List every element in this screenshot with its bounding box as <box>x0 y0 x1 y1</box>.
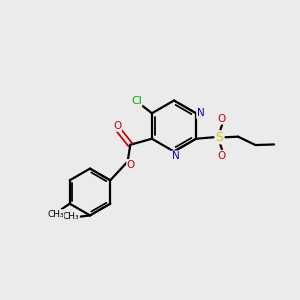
Text: O: O <box>218 151 226 160</box>
Text: N: N <box>172 151 179 161</box>
Text: O: O <box>218 114 226 124</box>
Text: O: O <box>127 160 135 170</box>
Text: CH₃: CH₃ <box>63 212 80 221</box>
Text: N: N <box>197 108 205 118</box>
Text: CH₃: CH₃ <box>47 210 64 219</box>
Text: Cl: Cl <box>131 96 142 106</box>
Text: S: S <box>215 131 223 144</box>
Text: O: O <box>113 121 122 131</box>
